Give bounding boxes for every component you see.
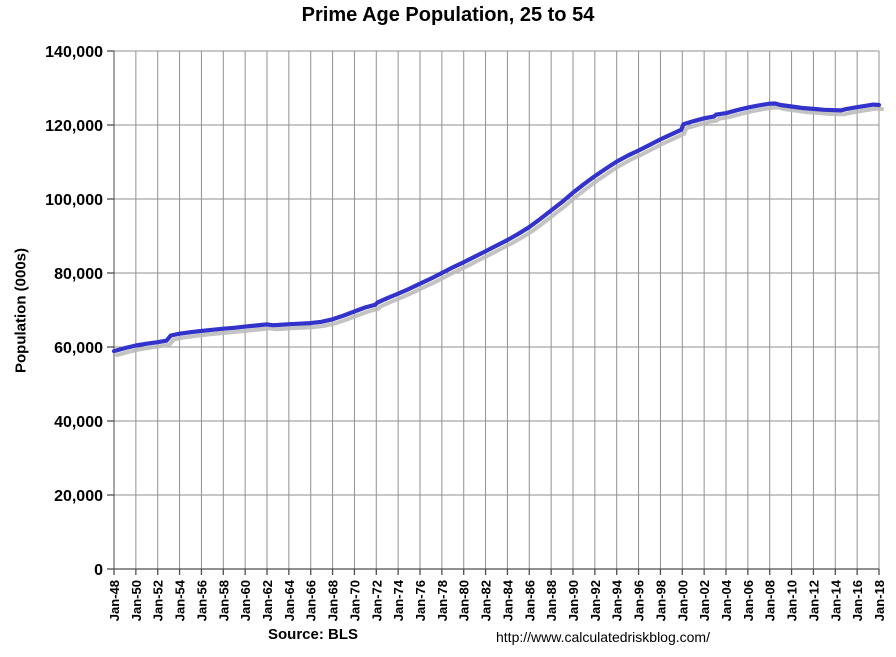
x-axis-tick-label: Jan-74: [391, 579, 406, 621]
y-axis-tick-label: 140,000: [45, 44, 103, 61]
x-axis-tick-label: Jan-06: [741, 580, 756, 621]
population-line-shadow: [115, 105, 884, 358]
x-axis-tick-label: Jan-54: [173, 579, 188, 621]
y-axis-tick-label: 100,000: [45, 192, 103, 209]
population-line: [111, 101, 882, 354]
x-axis-tick-label: Jan-78: [435, 580, 450, 621]
x-axis-tick-label: Jan-00: [675, 580, 690, 621]
x-axis-tick-label: Jan-98: [653, 580, 668, 621]
y-axis-tick-label: 40,000: [54, 414, 103, 431]
x-axis-tick-label: Jan-88: [544, 580, 559, 621]
x-axis-tick-label: Jan-68: [326, 580, 341, 621]
x-axis-tick-label: Jan-76: [413, 580, 428, 621]
x-axis-tick-label: Jan-72: [369, 580, 384, 621]
x-axis-tick-label: Jan-14: [828, 579, 843, 621]
y-axis-tick-label: 60,000: [54, 340, 103, 357]
y-axis-tick-label: 20,000: [54, 488, 103, 505]
x-axis-tick-label: Jan-62: [260, 580, 275, 621]
x-axis-tick-label: Jan-02: [697, 580, 712, 621]
x-axis-tick-label: Jan-92: [588, 580, 603, 621]
url-label: http://www.calculatedriskblog.com/: [496, 629, 710, 645]
x-axis-tick-label: Jan-08: [763, 580, 778, 621]
x-axis-tick-label: Jan-04: [719, 579, 734, 621]
chart-title: Prime Age Population, 25 to 54: [301, 4, 595, 26]
y-axis-tick-label: 80,000: [54, 266, 103, 283]
x-axis-tick-label: Jan-90: [566, 580, 581, 621]
x-axis-tick-label: Jan-80: [457, 580, 472, 621]
x-axis-tick-label: Jan-12: [806, 580, 821, 621]
y-axis-tick-label: 120,000: [45, 118, 103, 135]
x-axis-tick-label: Jan-18: [872, 580, 887, 621]
x-axis-tick-label: Jan-56: [194, 580, 209, 621]
x-axis-tick-label: Jan-50: [129, 580, 144, 621]
x-axis-tick-label: Jan-16: [850, 580, 865, 621]
x-axis-tick-label: Jan-94: [610, 579, 625, 621]
x-axis-tick-label: Jan-66: [304, 580, 319, 621]
x-axis-tick-label: Jan-84: [500, 579, 515, 621]
x-axis-tick-label: Jan-52: [151, 580, 166, 621]
x-axis-tick-label: Jan-96: [632, 580, 647, 621]
x-axis-tick-label: Jan-86: [522, 580, 537, 621]
x-axis-tick-label: Jan-10: [785, 580, 800, 621]
x-axis-tick-label: Jan-64: [282, 579, 297, 621]
x-axis-tick-label: Jan-82: [479, 580, 494, 621]
x-axis-tick-label: Jan-58: [216, 580, 231, 621]
x-axis-tick-label: Jan-70: [347, 580, 362, 621]
y-axis-tick-label: 0: [94, 562, 103, 579]
x-axis-tick-label: Jan-60: [238, 580, 253, 621]
source-label: Source: BLS: [268, 626, 359, 643]
x-axis-tick-label: Jan-48: [107, 580, 122, 621]
